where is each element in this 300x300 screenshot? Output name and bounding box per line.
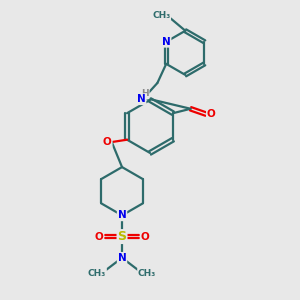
- Text: CH₃: CH₃: [88, 268, 106, 278]
- Text: O: O: [141, 232, 149, 242]
- Text: N: N: [118, 253, 126, 263]
- Text: N: N: [137, 94, 146, 104]
- Text: CH₃: CH₃: [138, 268, 156, 278]
- Text: N: N: [118, 210, 126, 220]
- Text: O: O: [95, 232, 103, 242]
- Text: O: O: [103, 137, 112, 147]
- Text: N: N: [162, 37, 171, 47]
- Text: H: H: [141, 89, 149, 98]
- Text: O: O: [207, 109, 216, 119]
- Text: S: S: [118, 230, 127, 243]
- Text: CH₃: CH₃: [152, 11, 170, 20]
